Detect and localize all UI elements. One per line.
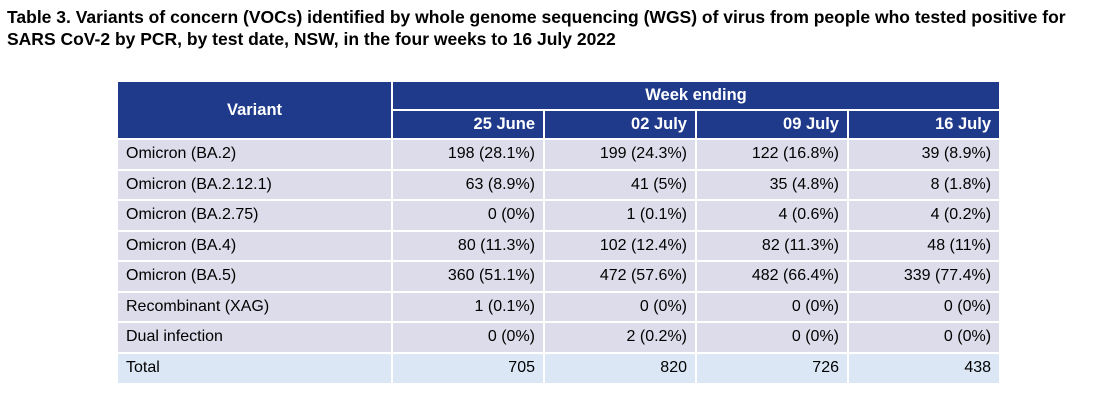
table-row: Omicron (BA.2.12.1) 63 (8.9%) 41 (5%) 35… — [116, 168, 1002, 201]
total-cell: 726 — [695, 351, 849, 385]
count-cell: 1 (0.1%) — [391, 290, 545, 323]
count-cell: 80 (11.3%) — [391, 229, 545, 262]
count-cell: 482 (66.4%) — [695, 260, 849, 293]
count-cell: 102 (12.4%) — [543, 229, 697, 262]
count-cell: 122 (16.8%) — [695, 138, 849, 171]
week-header: 25 June — [391, 109, 545, 140]
count-cell: 2 (0.2%) — [543, 321, 697, 354]
table-row: Dual infection 0 (0%) 2 (0.2%) 0 (0%) 0 … — [116, 321, 1002, 354]
total-cell: 705 — [391, 351, 545, 385]
variant-name: Omicron (BA.4) — [116, 229, 393, 262]
week-header: 16 July — [846, 109, 1002, 140]
table-row: Omicron (BA.2.75) 0 (0%) 1 (0.1%) 4 (0.6… — [116, 199, 1002, 232]
variant-column-header: Variant — [116, 80, 393, 140]
week-ending-header: Week ending — [390, 80, 1002, 111]
count-cell: 0 (0%) — [846, 290, 1002, 323]
count-cell: 8 (1.8%) — [846, 168, 1002, 201]
count-cell: 35 (4.8%) — [695, 168, 849, 201]
count-cell: 63 (8.9%) — [391, 168, 545, 201]
count-cell: 0 (0%) — [695, 321, 849, 354]
count-cell: 0 (0%) — [543, 290, 697, 323]
table-row: Omicron (BA.5) 360 (51.1%) 472 (57.6%) 4… — [116, 260, 1002, 293]
count-cell: 82 (11.3%) — [695, 229, 849, 262]
total-label: Total — [116, 351, 393, 385]
table-row: Omicron (BA.4) 80 (11.3%) 102 (12.4%) 82… — [116, 229, 1002, 262]
count-cell: 0 (0%) — [391, 199, 545, 232]
variant-name: Dual infection — [116, 321, 393, 354]
count-cell: 339 (77.4%) — [846, 260, 1002, 293]
count-cell: 0 (0%) — [846, 321, 1002, 354]
total-cell: 820 — [543, 351, 697, 385]
count-cell: 48 (11%) — [846, 229, 1002, 262]
variant-name: Omicron (BA.5) — [116, 260, 393, 293]
count-cell: 0 (0%) — [391, 321, 545, 354]
table-row: Recombinant (XAG) 1 (0.1%) 0 (0%) 0 (0%)… — [116, 290, 1002, 323]
count-cell: 198 (28.1%) — [391, 138, 545, 171]
count-cell: 1 (0.1%) — [543, 199, 697, 232]
count-cell: 472 (57.6%) — [543, 260, 697, 293]
variant-name: Recombinant (XAG) — [116, 290, 393, 323]
week-header: 09 July — [695, 109, 849, 140]
table-title: Table 3. Variants of concern (VOCs) iden… — [7, 7, 1066, 49]
total-cell: 438 — [846, 351, 1002, 385]
count-cell: 0 (0%) — [695, 290, 849, 323]
variant-name: Omicron (BA.2.12.1) — [116, 168, 393, 201]
week-header: 02 July — [543, 109, 697, 140]
count-cell: 199 (24.3%) — [543, 138, 697, 171]
count-cell: 4 (0.6%) — [695, 199, 849, 232]
count-cell: 4 (0.2%) — [846, 199, 1002, 232]
count-cell: 360 (51.1%) — [391, 260, 545, 293]
total-row: Total 705 820 726 438 — [116, 351, 1002, 385]
variant-name: Omicron (BA.2.75) — [116, 199, 393, 232]
table-row: Omicron (BA.2) 198 (28.1%) 199 (24.3%) 1… — [116, 138, 1002, 171]
count-cell: 41 (5%) — [543, 168, 697, 201]
variants-table: Variant Week ending 25 June 02 July 09 J… — [116, 80, 1002, 385]
variant-name: Omicron (BA.2) — [116, 138, 393, 171]
count-cell: 39 (8.9%) — [846, 138, 1002, 171]
